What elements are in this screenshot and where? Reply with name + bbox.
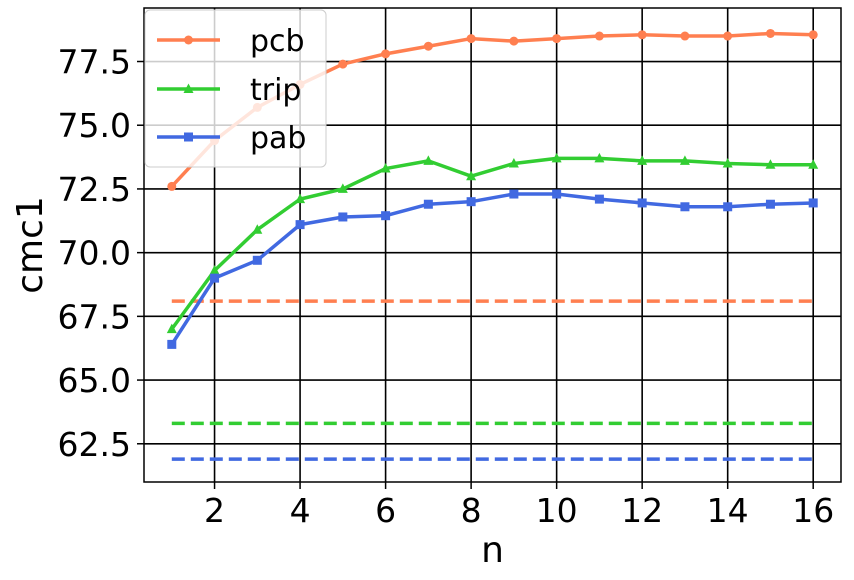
trip-point [337, 183, 348, 193]
pab-point [723, 202, 733, 212]
x-tick-label: 12 [621, 491, 663, 530]
pcb-legend-marker [184, 35, 193, 45]
trip-series [166, 152, 819, 334]
pab-point [466, 197, 476, 207]
pcb-point [637, 30, 647, 40]
pab-point [381, 211, 391, 221]
pcb-point [680, 31, 690, 41]
pab-point [252, 255, 262, 265]
pcb-point [594, 31, 604, 41]
plot-frame [143, 7, 842, 483]
trip-point [551, 152, 562, 163]
pab-legend-marker [184, 132, 193, 142]
pab-point [808, 198, 818, 208]
x-tick-label: 14 [707, 491, 749, 530]
grid [144, 8, 841, 482]
trip-point [765, 159, 776, 169]
trip-point [637, 155, 648, 165]
pcb-point [723, 31, 733, 41]
ticks: 2 4 6 8 10 12 14 16 62.5 65.0 67.5 70.0 72.5 75.0 77.5 [58, 43, 835, 530]
trip-point [295, 193, 306, 204]
y-tick-label: 72.5 [58, 170, 131, 209]
trip-point [466, 170, 477, 181]
trip-point [594, 152, 605, 163]
trip-point [808, 159, 819, 169]
pcb-point [765, 28, 775, 38]
pab-point [509, 189, 519, 199]
legend-label-trip: trip [250, 73, 301, 108]
trip-point [423, 155, 434, 165]
legend-label-pab: pab [250, 121, 306, 156]
pcb-point [381, 49, 391, 59]
pcb-point [808, 30, 818, 40]
x-axis-label: n [481, 530, 504, 571]
y-tick-label: 70.0 [58, 234, 131, 273]
y-tick-label: 67.5 [58, 297, 131, 336]
trip-point [508, 157, 519, 168]
pab-point [423, 199, 433, 209]
trip-point [380, 163, 391, 173]
pcb-point [509, 36, 519, 46]
trip-point [679, 155, 690, 165]
x-tick-label: 8 [461, 491, 482, 530]
pab-point [765, 199, 775, 209]
trip-legend-marker [183, 83, 194, 93]
pab-line [170, 192, 814, 346]
legend-label-pcb: pcb [250, 24, 305, 59]
y-tick-label: 62.5 [58, 425, 131, 464]
x-tick-label: 16 [792, 491, 834, 530]
trip-line [170, 156, 814, 331]
legend: pcb trip pab [144, 9, 327, 168]
trip-point [166, 323, 177, 334]
pab-point [338, 212, 348, 222]
pab-point [680, 202, 690, 212]
x-tick-label: 4 [290, 491, 311, 530]
y-tick-label: 77.5 [58, 43, 131, 82]
pab-series [167, 189, 818, 349]
legend-box [144, 9, 327, 168]
trip-point [722, 157, 733, 168]
y-tick-label: 75.0 [58, 106, 131, 145]
pcb-point [552, 34, 562, 44]
pab-point [637, 198, 647, 208]
pab-point [552, 189, 562, 199]
baselines [171, 299, 814, 461]
x-tick-label: 2 [204, 491, 225, 530]
pab-point [594, 194, 604, 204]
trip-point [252, 224, 263, 234]
x-tick-label: 6 [375, 491, 396, 530]
y-tick-label: 65.0 [58, 361, 131, 400]
pab-point [210, 273, 220, 283]
pcb-point [466, 34, 476, 44]
pcb-point [167, 181, 177, 191]
pcb-point [338, 59, 348, 69]
trip-point [209, 264, 220, 275]
pab-point [295, 220, 305, 230]
y-axis-label: cmc1 [10, 196, 51, 294]
x-tick-label: 10 [536, 491, 578, 530]
pcb-point [423, 41, 433, 51]
pab-point [167, 339, 177, 349]
